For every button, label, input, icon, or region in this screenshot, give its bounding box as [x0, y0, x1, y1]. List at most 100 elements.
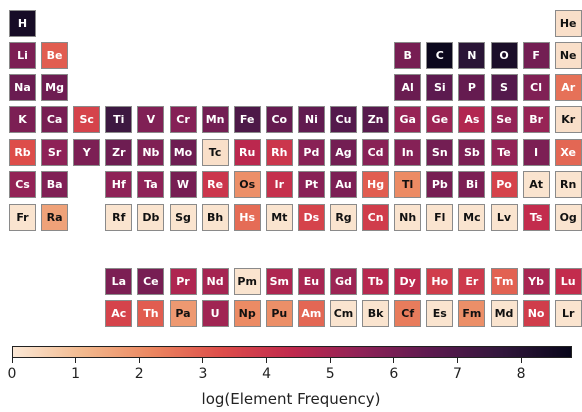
element-cell-Mc: Mc [458, 204, 486, 231]
element-cell-Mt: Mt [265, 204, 293, 231]
element-cell-Cs: Cs [9, 171, 36, 198]
element-cell-Fm: Fm [458, 300, 486, 327]
element-cell-Ge: Ge [426, 106, 454, 133]
element-cell-Ac: Ac [105, 300, 133, 327]
element-cell-Ti: Ti [105, 106, 133, 133]
element-cell-Pr: Pr [169, 268, 197, 295]
element-cell-Yb: Yb [522, 268, 550, 295]
colorbar-tick-label: 0 [7, 366, 17, 382]
element-cell-Pb: Pb [426, 171, 454, 198]
element-cell-Te: Te [490, 139, 518, 166]
element-cell-Be: Be [41, 42, 69, 69]
element-cell-U: U [201, 300, 229, 327]
element-cell-Se: Se [490, 106, 518, 133]
element-cell-As: As [458, 106, 486, 133]
element-cell-Nd: Nd [201, 268, 229, 295]
element-cell-Rg: Rg [330, 204, 357, 231]
element-cell-La: La [105, 268, 133, 295]
element-cell-Pu: Pu [265, 300, 293, 327]
element-cell-Zr: Zr [105, 139, 133, 166]
colorbar-tick-mark [456, 358, 458, 363]
element-cell-He: He [554, 10, 582, 37]
element-cell-Hs: Hs [233, 204, 261, 231]
element-cell-Ru: Ru [233, 139, 261, 166]
colorbar-tick-mark [329, 358, 331, 363]
colorbar-tick-label: 6 [389, 366, 399, 382]
element-cell-O: O [490, 42, 518, 69]
element-cell-Ce: Ce [137, 268, 165, 295]
element-cell-Ts: Ts [522, 204, 550, 231]
element-cell-At: At [522, 171, 550, 198]
element-cell-Mn: Mn [201, 106, 229, 133]
element-cell-Cd: Cd [362, 139, 390, 166]
element-cell-Gd: Gd [330, 268, 357, 295]
element-cell-Er: Er [458, 268, 486, 295]
colorbar-tick-mark [138, 358, 140, 363]
element-cell-Bi: Bi [458, 171, 486, 198]
element-cell-Ni: Ni [297, 106, 325, 133]
element-cell-Sb: Sb [458, 139, 486, 166]
element-cell-Bk: Bk [362, 300, 390, 327]
element-cell-Mo: Mo [169, 139, 197, 166]
colorbar [12, 346, 572, 358]
element-cell-Na: Na [9, 74, 36, 101]
colorbar-tick-mark [520, 358, 522, 363]
element-cell-S: S [490, 74, 518, 101]
element-cell-Mg: Mg [41, 74, 69, 101]
element-cell-F: F [522, 42, 550, 69]
element-cell-Al: Al [394, 74, 422, 101]
element-cell-Np: Np [233, 300, 261, 327]
element-cell-Kr: Kr [554, 106, 582, 133]
colorbar-tick-label: 7 [452, 366, 462, 382]
element-cell-Tc: Tc [201, 139, 229, 166]
element-cell-Md: Md [490, 300, 518, 327]
element-cell-Sg: Sg [169, 204, 197, 231]
element-cell-B: B [394, 42, 422, 69]
element-cell-K: K [9, 106, 36, 133]
element-cell-H: H [9, 10, 36, 37]
element-cell-N: N [458, 42, 486, 69]
element-cell-Co: Co [265, 106, 293, 133]
colorbar-tick-mark [75, 358, 77, 363]
element-cell-Sm: Sm [265, 268, 293, 295]
colorbar-tick-label: 8 [516, 366, 526, 382]
element-cell-Ag: Ag [330, 139, 357, 166]
element-cell-V: V [137, 106, 165, 133]
element-cell-No: No [522, 300, 550, 327]
element-cell-Nh: Nh [394, 204, 422, 231]
element-cell-Rn: Rn [554, 171, 582, 198]
element-cell-Br: Br [522, 106, 550, 133]
element-cell-Db: Db [137, 204, 165, 231]
colorbar-tick-mark [393, 358, 395, 363]
element-cell-Tl: Tl [394, 171, 422, 198]
element-cell-Re: Re [201, 171, 229, 198]
element-cell-I: I [522, 139, 550, 166]
element-cell-Zn: Zn [362, 106, 390, 133]
periodic-table-heatmap: H He Li Be B C N O F Ne Na Mg Al Si P S Cl Ar K Ca Sc Ti V Cr Mn… [9, 10, 582, 327]
colorbar-tick-label: 2 [134, 366, 144, 382]
element-cell-Fl: Fl [426, 204, 454, 231]
colorbar-tick-label: 4 [262, 366, 271, 382]
element-cell-Nb: Nb [137, 139, 165, 166]
element-cell-Li: Li [9, 42, 36, 69]
element-cell-C: C [426, 42, 454, 69]
colorbar-tick-label: 5 [325, 366, 335, 382]
element-cell-Bh: Bh [201, 204, 229, 231]
element-cell-Sr: Sr [41, 139, 69, 166]
element-cell-Rf: Rf [105, 204, 133, 231]
element-cell-Ne: Ne [554, 42, 582, 69]
element-cell-Tm: Tm [490, 268, 518, 295]
element-cell-Hg: Hg [362, 171, 390, 198]
element-cell-Si: Si [426, 74, 454, 101]
element-cell-W: W [169, 171, 197, 198]
element-cell-Es: Es [426, 300, 454, 327]
element-cell-Og: Og [554, 204, 582, 231]
element-cell-Sn: Sn [426, 139, 454, 166]
element-cell-Pm: Pm [233, 268, 261, 295]
element-cell-Fe: Fe [233, 106, 261, 133]
element-cell-Lr: Lr [554, 300, 582, 327]
element-cell-Cm: Cm [330, 300, 357, 327]
element-cell-Lu: Lu [554, 268, 582, 295]
element-cell-Rh: Rh [265, 139, 293, 166]
element-cell-Dy: Dy [394, 268, 422, 295]
